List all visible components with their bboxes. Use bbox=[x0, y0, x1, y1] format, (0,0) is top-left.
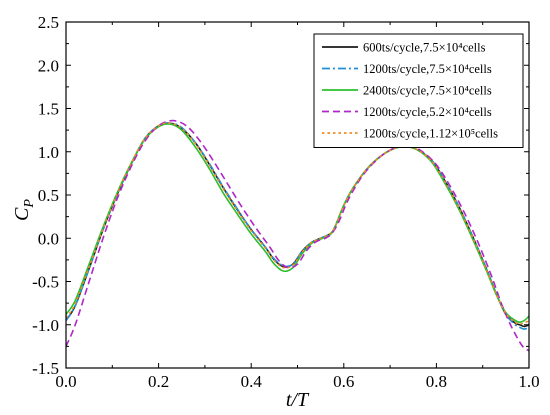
y-tick-label: 2.5 bbox=[38, 13, 59, 32]
y-tick-label: 0.5 bbox=[38, 186, 59, 205]
legend-label-4: 1200ts/cycle,5.2×10⁴cells bbox=[363, 105, 492, 119]
y-axis-title-subscript: P bbox=[22, 199, 37, 209]
y-tick-label: 2.0 bbox=[38, 56, 59, 75]
series-layer bbox=[66, 119, 529, 352]
y-tick-label: -1.5 bbox=[32, 359, 59, 378]
legend-label-1: 600ts/cycle,7.5×10⁴cells bbox=[363, 41, 486, 55]
x-tick-label: 0.6 bbox=[333, 372, 354, 391]
x-tick-label: 0.8 bbox=[426, 372, 447, 391]
tick-layer: 0.0 0.2 0.4 0.6 0.8 1.0 -1.5 -1.0 -0.5 0.0 0.5 1.0 1… bbox=[32, 13, 540, 391]
y-tick-label: 1.5 bbox=[38, 100, 59, 119]
x-tick-label: 0.2 bbox=[148, 372, 169, 391]
series-line-3 bbox=[66, 123, 529, 323]
y-tick-label: -1.0 bbox=[32, 316, 59, 335]
legend: 600ts/cycle,7.5×10⁴cells 1200ts/cycle,7.5… bbox=[313, 33, 524, 148]
legend-label-5: 1200ts/cycle,1.12×10⁵cells bbox=[363, 127, 498, 141]
y-axis-title: CP bbox=[11, 199, 37, 221]
x-tick-label: 1.0 bbox=[518, 372, 539, 391]
legend-label-2: 1200ts/cycle,7.5×10⁴cells bbox=[363, 62, 492, 76]
legend-label-3: 2400ts/cycle,7.5×10⁴cells bbox=[363, 84, 492, 98]
series-line-5 bbox=[66, 122, 529, 325]
x-axis-title: t/T bbox=[286, 389, 310, 411]
x-tick-label: 0.0 bbox=[55, 372, 76, 391]
y-tick-label: -0.5 bbox=[32, 273, 59, 292]
y-tick-label: 1.0 bbox=[38, 143, 59, 162]
y-axis-title-main: C bbox=[11, 207, 33, 221]
x-tick-label: 0.4 bbox=[241, 372, 263, 391]
y-tick-label: 0.0 bbox=[38, 229, 59, 248]
